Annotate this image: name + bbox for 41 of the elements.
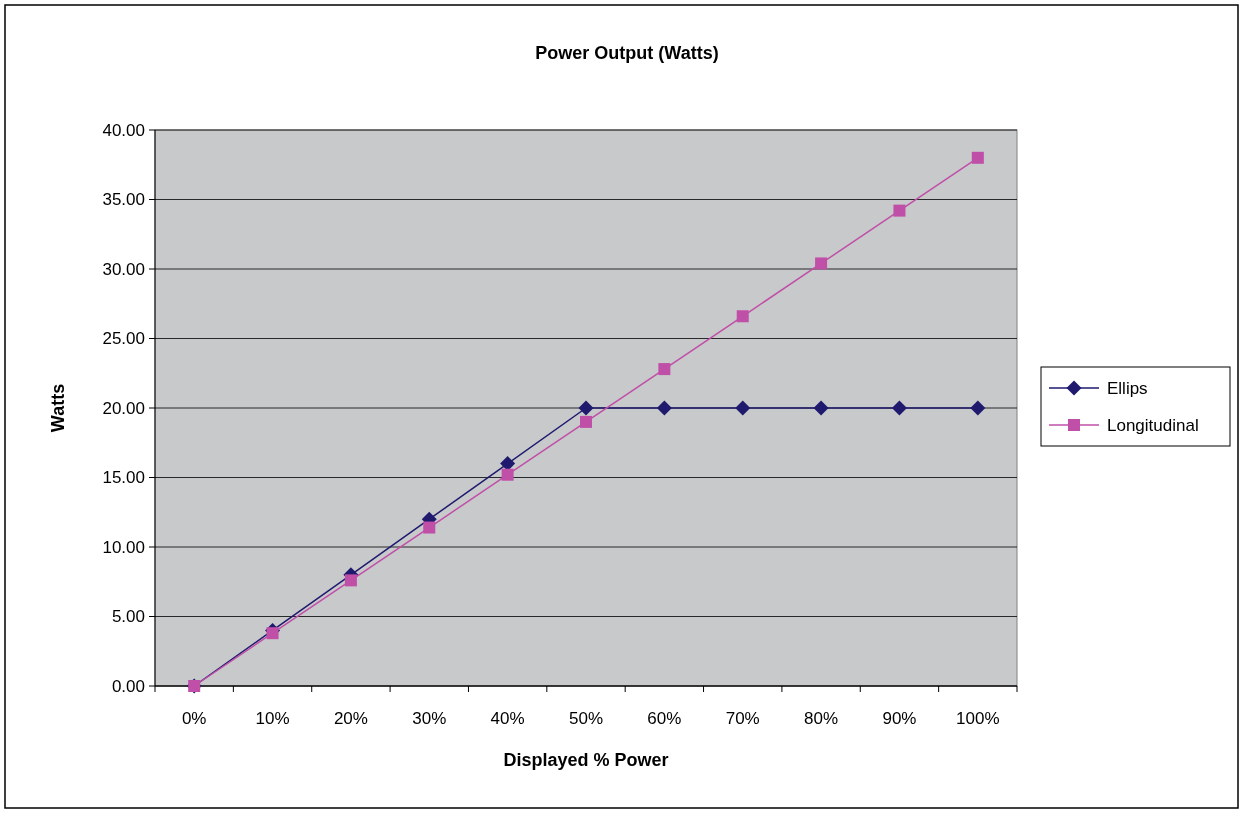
y-tick-label: 35.00	[102, 190, 145, 210]
point	[815, 257, 828, 270]
chart-title: Power Output (Watts)	[535, 43, 719, 63]
x-tick-label: 50%	[568, 709, 604, 728]
point	[735, 400, 751, 416]
point	[501, 468, 514, 481]
y-tick-label: 25.00	[102, 329, 145, 349]
point	[578, 400, 594, 416]
y-tick-label: 15.00	[102, 468, 145, 488]
x-tick-label: 20%	[333, 709, 368, 728]
x-tick-label: 100%	[956, 709, 1000, 728]
y-tick-label: 40.00	[102, 120, 145, 140]
y-tick-label: 5.00	[111, 607, 145, 627]
x-tick-label: 10%	[255, 709, 290, 728]
y-axis-title: Watts	[48, 383, 68, 433]
point	[893, 204, 906, 217]
x-axis-title: Displayed % Power	[503, 750, 669, 770]
x-tick-label: 80%	[804, 709, 839, 728]
point	[423, 521, 436, 534]
point	[656, 400, 672, 416]
y-tick-label: 30.00	[102, 259, 145, 279]
point	[971, 151, 984, 164]
legend-label: Ellips	[1107, 378, 1148, 398]
x-tick-label: 30%	[412, 709, 447, 728]
point	[736, 310, 749, 323]
point	[658, 363, 671, 376]
x-tick-label: 0%	[181, 709, 207, 728]
x-tick-label: 60%	[647, 709, 682, 728]
point	[344, 574, 357, 587]
y-tick-label: 20.00	[102, 398, 145, 418]
point	[266, 627, 279, 640]
point	[970, 400, 986, 416]
y-tick-label: 0.00	[111, 676, 145, 696]
x-tick-label: 90%	[882, 709, 917, 728]
y-tick-label: 10.00	[102, 537, 145, 557]
legend-label: Longitudinal	[1107, 415, 1199, 435]
point	[813, 400, 829, 416]
x-tick-label: 40%	[490, 709, 525, 728]
x-tick-label: 70%	[725, 709, 760, 728]
point	[891, 400, 907, 416]
point	[580, 415, 592, 428]
